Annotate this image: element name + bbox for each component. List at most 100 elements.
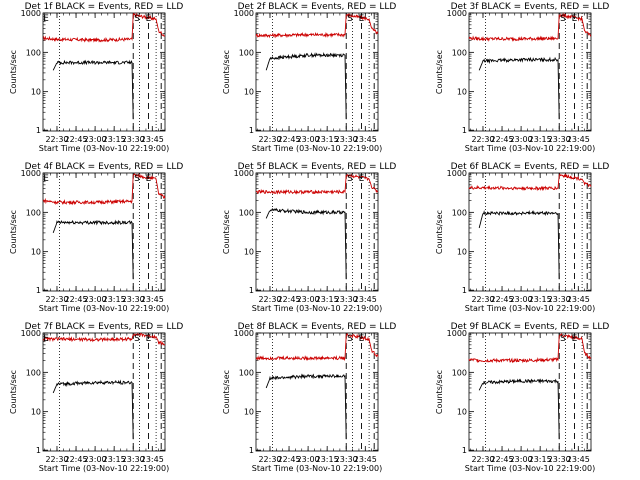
- y-axis-label: Counts/sec: [222, 50, 231, 94]
- x-tick-label: 23:45: [354, 455, 377, 464]
- series-line-red-lld: [42, 12, 165, 43]
- x-tick-label: 23:00: [297, 135, 320, 144]
- marker-label: E: [572, 334, 578, 344]
- x-tick-label: 23:15: [529, 455, 552, 464]
- series-line-red-lld: [468, 12, 592, 42]
- plot-frame: [468, 172, 592, 292]
- x-axis-label: Start Time (03-Nov-10 22:19:00): [465, 144, 595, 153]
- x-axis-label: Start Time (03-Nov-10 22:19:00): [252, 304, 382, 313]
- y-tick-label: 10: [457, 248, 467, 257]
- x-tick-label: 23:30: [548, 135, 571, 144]
- chart-panel-4: Det 4f BLACK = Events, RED = LLD 1 10 100 10…: [9, 162, 183, 313]
- x-tick-label: 23:45: [141, 455, 164, 464]
- y-tick-label: 1: [249, 446, 254, 455]
- x-axis-label: Start Time (03-Nov-10 22:19:00): [39, 144, 169, 153]
- y-tick-label: 1: [249, 286, 254, 295]
- marker-label: S: [134, 174, 140, 184]
- marker-label: S: [347, 14, 353, 24]
- y-tick-label: 100: [239, 208, 254, 217]
- x-tick-label: 23:45: [141, 135, 164, 144]
- x-tick-label: 22:30: [471, 135, 494, 144]
- x-tick-label: 23:30: [548, 455, 571, 464]
- x-tick-label: 23:15: [103, 135, 126, 144]
- y-tick-label: 100: [239, 48, 254, 57]
- x-tick-label: 23:30: [122, 295, 145, 304]
- y-tick-label: 1: [462, 446, 467, 455]
- y-tick-label: 1000: [234, 169, 254, 178]
- chart-panel-9: Det 9f BLACK = Events, RED = LLD 1 10 100 10…: [435, 322, 609, 473]
- y-tick-label: 1: [249, 126, 254, 135]
- chart-panel-5: Det 5f BLACK = Events, RED = LLD 1 10 100 10…: [222, 162, 396, 313]
- x-tick-label: 23:15: [316, 455, 339, 464]
- marker-label: E: [359, 334, 365, 344]
- x-tick-label: 23:30: [122, 135, 145, 144]
- x-tick-label: 22:45: [278, 295, 301, 304]
- series-line-black-events: [52, 219, 134, 280]
- marker-label: E: [146, 14, 152, 24]
- x-tick-label: 23:00: [297, 455, 320, 464]
- y-tick-label: 1000: [21, 169, 41, 178]
- x-tick-label: 22:30: [258, 455, 281, 464]
- marker-label: S: [347, 174, 353, 184]
- x-axis-label: Start Time (03-Nov-10 22:19:00): [465, 464, 595, 473]
- chart-panel-7: Det 7f BLACK = Events, RED = LLD 1 10 100 10…: [9, 322, 183, 473]
- chart-panel-1: Det 1f BLACK = Events, RED = LLD 1 10 100 10…: [9, 2, 183, 153]
- y-tick-label: 10: [31, 88, 41, 97]
- chart-title: Det 5f BLACK = Events, RED = LLD: [238, 162, 397, 172]
- x-tick-label: 23:00: [84, 455, 107, 464]
- x-axis-label: Start Time (03-Nov-10 22:19:00): [39, 304, 169, 313]
- marker-label: E: [146, 334, 152, 344]
- x-tick-label: 23:15: [103, 295, 126, 304]
- y-tick-label: 10: [244, 88, 254, 97]
- y-axis-label: Counts/sec: [9, 50, 18, 94]
- plot-frame: [468, 332, 592, 452]
- y-tick-label: 1000: [21, 9, 41, 18]
- marker-label: E: [572, 14, 578, 24]
- y-tick-label: 100: [26, 208, 41, 217]
- y-tick-label: 1: [36, 126, 41, 135]
- chart-title: Det 6f BLACK = Events, RED = LLD: [451, 162, 610, 172]
- series-line-red-lld: [255, 173, 379, 195]
- x-tick-label: 22:30: [471, 295, 494, 304]
- y-tick-label: 1: [36, 446, 41, 455]
- series-line-black-events: [265, 207, 347, 280]
- x-tick-label: 23:00: [510, 135, 533, 144]
- x-axis-label: Start Time (03-Nov-10 22:19:00): [252, 464, 382, 473]
- x-tick-label: 22:30: [45, 295, 68, 304]
- y-tick-label: 1: [36, 286, 41, 295]
- plot-frame: [255, 172, 379, 292]
- x-tick-label: 22:45: [491, 135, 514, 144]
- y-axis-label: Counts/sec: [222, 210, 231, 254]
- marker-label: E: [43, 14, 49, 24]
- plot-frame: [42, 12, 166, 132]
- y-tick-label: 10: [244, 248, 254, 257]
- chart-panel-8: Det 8f BLACK = Events, RED = LLD 1 10 100 10…: [222, 322, 396, 473]
- y-axis-label: Counts/sec: [435, 210, 444, 254]
- chart-panel-6: Det 6f BLACK = Events, RED = LLD 1 10 100 10…: [435, 162, 609, 313]
- y-tick-label: 1000: [447, 169, 467, 178]
- x-axis-label: Start Time (03-Nov-10 22:19:00): [465, 304, 595, 313]
- x-tick-label: 23:15: [103, 455, 126, 464]
- y-axis-label: Counts/sec: [9, 370, 18, 414]
- plot-frame: [42, 332, 166, 452]
- chart-title: Det 1f BLACK = Events, RED = LLD: [25, 2, 184, 12]
- chart-title: Det 8f BLACK = Events, RED = LLD: [238, 322, 397, 332]
- y-tick-label: 1000: [234, 329, 254, 338]
- x-tick-label: 23:30: [335, 455, 358, 464]
- x-tick-label: 22:45: [491, 455, 514, 464]
- x-tick-label: 23:45: [567, 455, 590, 464]
- y-tick-label: 10: [31, 248, 41, 257]
- series-line-black-events: [478, 378, 560, 440]
- y-axis-label: Counts/sec: [435, 370, 444, 414]
- plot-frame: [255, 332, 379, 452]
- series-line-black-events: [52, 379, 134, 440]
- x-tick-label: 23:45: [141, 295, 164, 304]
- y-tick-label: 1: [462, 286, 467, 295]
- x-tick-label: 23:45: [567, 135, 590, 144]
- series-line-red-lld: [468, 332, 592, 364]
- x-tick-label: 22:45: [491, 295, 514, 304]
- x-tick-label: 22:45: [65, 135, 88, 144]
- x-tick-label: 23:45: [354, 135, 377, 144]
- chart-panel-3: Det 3f BLACK = Events, RED = LLD 1 10 100 10…: [435, 2, 609, 153]
- chart-panel-2: Det 2f BLACK = Events, RED = LLD 1 10 100 10…: [222, 2, 396, 153]
